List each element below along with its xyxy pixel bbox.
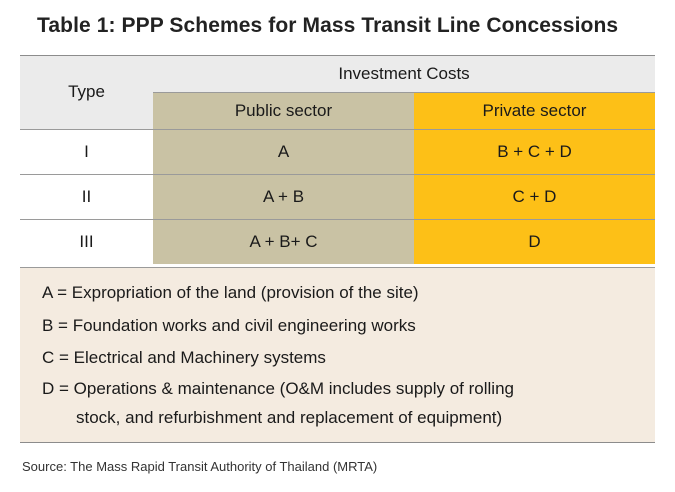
- legend-item-b: B = Foundation works and civil engineeri…: [42, 316, 416, 335]
- type-header: Type: [20, 55, 153, 130]
- private-cell: D: [414, 219, 656, 264]
- table-row: III A + B+ C D: [20, 219, 656, 264]
- legend-item-d-continued: stock, and refurbishment and replacement…: [76, 408, 503, 427]
- private-cell: C + D: [414, 174, 656, 220]
- public-cell: A + B: [153, 174, 414, 220]
- table-row: II A + B C + D: [20, 174, 656, 220]
- public-cell: A + B+ C: [153, 219, 414, 264]
- type-cell: II: [20, 174, 153, 220]
- header-row-group: Type Investment Costs: [20, 55, 656, 130]
- table-top-rule: [20, 55, 655, 56]
- type-cell: I: [20, 129, 153, 175]
- source-note: Source: The Mass Rapid Transit Authority…: [22, 459, 378, 474]
- private-cell: B + C + D: [414, 129, 656, 175]
- investment-costs-header: Investment Costs: [153, 55, 656, 93]
- header-row-sectors: Public sector Private sector: [20, 92, 656, 130]
- type-cell: III: [20, 219, 153, 264]
- legend-item-c: C = Electrical and Machinery systems: [42, 348, 326, 367]
- public-sector-header: Public sector: [153, 92, 414, 130]
- legend-box: A = Expropriation of the land (provision…: [20, 267, 655, 443]
- private-sector-header: Private sector: [414, 92, 656, 130]
- ppp-schemes-table: Type Investment Costs Public sector Priv…: [20, 55, 656, 264]
- table-title: Table 1: PPP Schemes for Mass Transit Li…: [37, 14, 619, 37]
- legend-item-a: A = Expropriation of the land (provision…: [42, 283, 419, 302]
- public-cell: A: [153, 129, 414, 175]
- legend-item-d: D = Operations & maintenance (O&M includ…: [42, 379, 514, 398]
- table-row: I A B + C + D: [20, 129, 656, 175]
